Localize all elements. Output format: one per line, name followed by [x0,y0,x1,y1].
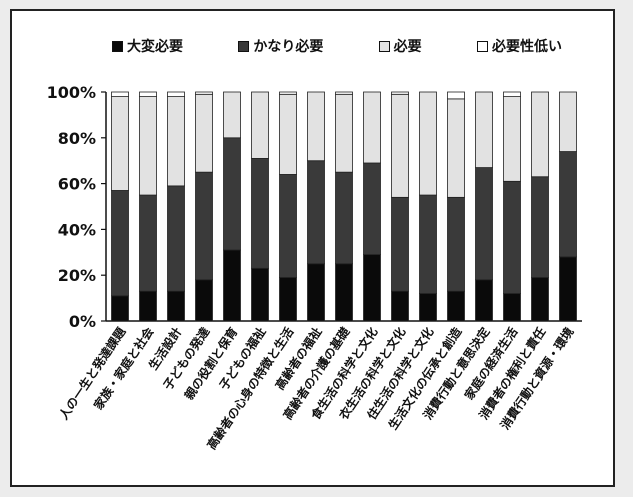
bar-segment [279,174,297,278]
bar-segment [279,277,297,322]
legend-item-very-necessary: 大変必要 [112,36,183,56]
legend-item-low-necessity: 必要性低い [476,36,562,56]
bar-segment [307,160,325,265]
legend-label-low-necessity: 必要性低い [491,39,562,55]
bar-segment [167,96,185,187]
bar-segment [307,263,325,322]
bar-segment [391,290,409,322]
bar-segment [139,194,157,292]
bar-segment [447,196,465,292]
bar-segment [111,96,129,191]
bar-segment [139,91,157,97]
bar-segment [139,96,157,196]
bar-segment [419,194,437,294]
bar-segment [111,91,129,97]
bar-segment [419,293,437,322]
bar-segment [503,293,521,322]
bar-segment [559,151,577,258]
bar-segment [167,185,185,292]
bar-segment [195,171,213,281]
bar-segment [111,190,129,297]
bar-segment [559,256,577,322]
chart-bars [111,91,577,322]
bar-segment [475,91,493,168]
bar-segment [195,279,213,322]
legend-item-quite-necessary: かなり必要 [238,36,323,56]
bar-segment [251,158,269,269]
bar-segment [447,98,465,198]
chart-legend: 大変必要 かなり必要 必要 必要性低い [112,33,562,59]
bar-segment [335,263,353,322]
bar-segment [363,254,381,322]
bar-segment [363,162,381,255]
bar-segment [195,93,213,173]
bar-segment [531,91,549,178]
bar-segment [195,91,213,95]
bar-segment [391,93,409,198]
bar-segment [279,91,297,95]
y-tick-label: 60% [58,175,96,194]
bar-segment [251,91,269,159]
bar-segment [335,93,353,173]
bar-segment [335,91,353,95]
chart-labels: 人の一生と発達課題家族・家庭と社会生活設計子どもの発達親の役割と保育子どもの福祉… [56,323,577,452]
legend-swatch-very-necessary [112,40,123,52]
y-tick-label: 0% [69,312,96,331]
bar-segment [167,290,185,322]
bar-segment [251,267,269,322]
bar-segment [279,93,297,175]
y-tick-label: 100% [47,83,96,102]
bar-segment [503,96,521,182]
bar-segment [503,91,521,97]
bar-segment [475,279,493,322]
legend-label-very-necessary: 大変必要 [127,39,183,55]
bar-segment [391,91,409,95]
bar-segment [223,137,241,251]
bar-segment [391,196,409,292]
bar-segment [531,277,549,322]
legend-swatch-quite-necessary [238,40,250,52]
bar-segment [111,295,129,322]
bar-segment [335,171,353,265]
y-tick-label: 40% [58,220,96,239]
bar-segment [447,290,465,322]
legend-label-necessary: 必要 [393,39,422,55]
bar-segment [531,176,549,278]
bar-segment [447,91,465,100]
chart-axes: 0% 20% 40% 60% 80% 100% [47,83,582,331]
legend-item-necessary: 必要 [378,36,422,56]
bar-segment [167,91,185,97]
y-tick-label: 20% [58,266,96,285]
bar-segment [223,249,241,322]
legend-swatch-low-necessity [476,40,488,52]
bar-segment [559,91,577,152]
bar-segment [475,167,493,281]
bar-segment [223,91,241,139]
bar-segment [307,91,325,162]
legend-swatch-necessary [378,40,390,52]
bar-segment [139,290,157,322]
bar-segment [503,180,521,294]
bar-segment [419,91,437,196]
legend-label-quite-necessary: かなり必要 [253,39,324,55]
y-tick-label: 80% [58,129,96,148]
bar-segment [363,91,381,164]
